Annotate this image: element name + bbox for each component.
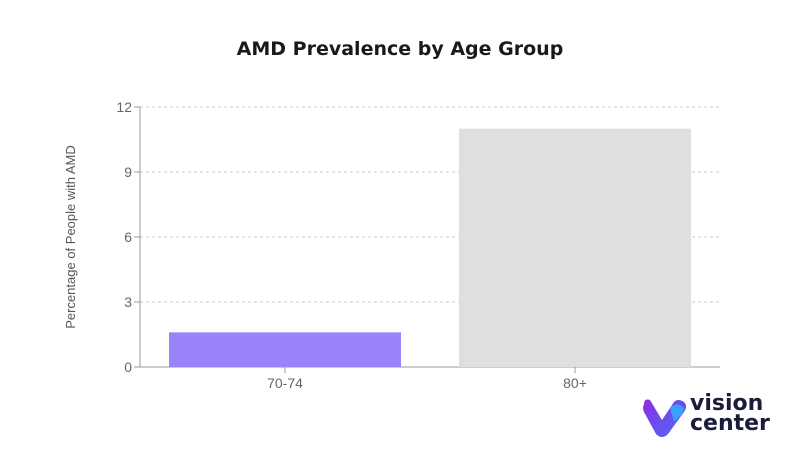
chart-title: AMD Prevalence by Age Group xyxy=(236,38,564,60)
y-tick-label-4: 12 xyxy=(116,99,132,115)
logo-line1: vision xyxy=(690,391,764,416)
y-tick-label-2: 6 xyxy=(124,229,132,245)
bar-80+ xyxy=(459,128,691,367)
vision-center-logo-icon xyxy=(643,399,686,437)
x-tick-label-80+: 80+ xyxy=(563,375,587,391)
x-tick-label-70-74: 70-74 xyxy=(267,375,303,391)
y-tick-label-3: 9 xyxy=(124,164,132,180)
y-axis-label: Percentage of People with AMD xyxy=(63,145,78,329)
vision-center-logo: vision center xyxy=(640,391,790,440)
y-tick-label-0: 0 xyxy=(124,359,132,375)
y-tick-label-1: 3 xyxy=(124,294,132,310)
logo-line2: center xyxy=(690,411,770,436)
bar-70-74 xyxy=(169,332,401,367)
vision-center-logo-text: vision center xyxy=(690,391,770,436)
